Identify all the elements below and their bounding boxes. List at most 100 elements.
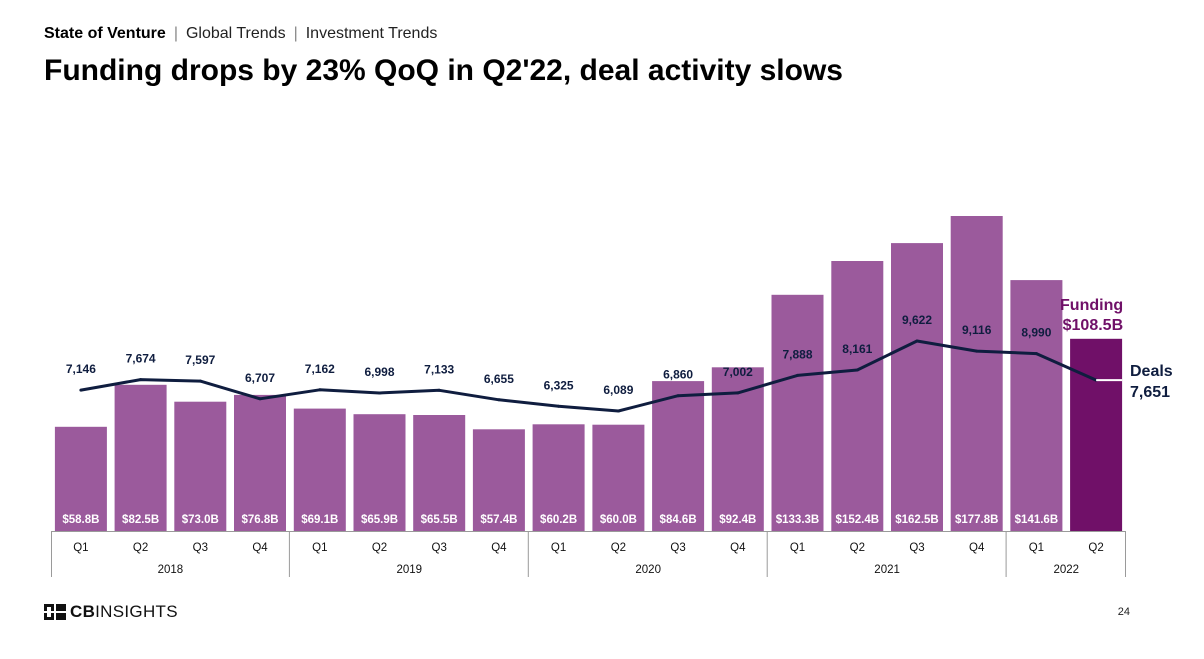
deals-point [796, 373, 799, 377]
funding-bar-label: $141.6B [1015, 514, 1058, 526]
funding-bar [174, 401, 227, 531]
funding-bar-label: $58.8B [62, 514, 99, 526]
breadcrumb-global-trends: Global Trends [185, 25, 286, 42]
funding-bar [592, 424, 645, 531]
x-tick-label-quarter: Q4 [252, 542, 268, 554]
x-tick-label-year: 2020 [635, 564, 661, 576]
logo-wordmark: CBINSIGHTS [70, 602, 178, 622]
deals-data-label: 7,002 [723, 365, 753, 379]
funding-bar [114, 384, 167, 531]
funding-callout-value: $108.5B [1063, 317, 1124, 334]
funding-bar [652, 381, 705, 531]
funding-bar [353, 414, 406, 531]
deals-point [258, 397, 262, 401]
deals-point [198, 379, 202, 383]
x-tick-label-quarter: Q2 [133, 542, 148, 554]
x-tick-label-quarter: Q2 [1088, 542, 1103, 554]
funding-bar [234, 394, 286, 531]
deals-point [79, 388, 83, 392]
logo-text-bold: CB [70, 602, 96, 621]
funding-bar-label: $60.2B [540, 514, 577, 526]
page-number: 24 [1117, 606, 1130, 618]
breadcrumb-separator: | [293, 25, 298, 42]
funding-bar [532, 424, 585, 531]
x-tick-label-quarter: Q4 [730, 542, 746, 554]
x-tick-label-quarter: Q2 [372, 542, 387, 554]
funding-bar-label: $177.8B [955, 514, 998, 526]
deals-point [855, 368, 859, 372]
x-tick-label-quarter: Q3 [909, 542, 924, 554]
x-tick-label-quarter: Q1 [551, 542, 566, 554]
x-tick-label-quarter: Q3 [670, 542, 685, 554]
deals-point [557, 404, 561, 408]
funding-bar-label: $76.8B [241, 514, 278, 526]
deals-point [676, 394, 680, 398]
funding-bar [950, 216, 1003, 531]
deals-data-label: 9,622 [902, 313, 932, 327]
x-tick-label-quarter: Q1 [312, 542, 327, 554]
deals-point [139, 378, 143, 382]
funding-bar [831, 261, 884, 531]
funding-bar [54, 426, 107, 531]
breadcrumb-state-of-venture: State of Venture [44, 25, 166, 42]
deals-data-label: 7,162 [305, 362, 335, 376]
funding-bar-label: $84.6B [660, 514, 697, 526]
funding-bar-label: $65.5B [421, 514, 458, 526]
deals-point [1034, 352, 1038, 356]
funding-bar-label: $162.5B [895, 514, 938, 526]
x-tick-label-quarter: Q1 [73, 542, 88, 554]
x-tick-label-year: 2019 [397, 564, 423, 576]
deals-data-label: 7,146 [66, 362, 96, 376]
x-tick-label-year: 2022 [1054, 564, 1080, 576]
deals-data-label: 8,990 [1021, 326, 1051, 340]
funding-bar [891, 243, 943, 531]
breadcrumb-separator: | [173, 25, 178, 42]
deals-data-label: 6,089 [603, 383, 633, 397]
funding-bar [413, 415, 466, 531]
funding-bar-label: $133.3B [776, 514, 819, 526]
funding-bar-label: $69.1B [301, 514, 338, 526]
funding-bar-label: $65.9B [361, 514, 398, 526]
deals-data-label: 6,655 [484, 372, 514, 386]
x-tick-label-quarter: Q2 [850, 542, 865, 554]
deals-point [915, 339, 919, 343]
deals-data-label: 6,325 [544, 378, 574, 392]
funding-bar [771, 294, 824, 531]
x-tick-label-year: 2018 [158, 564, 184, 576]
x-tick-label-quarter: Q4 [491, 542, 507, 554]
deals-point [975, 349, 979, 353]
page-title: Funding drops by 23% QoQ in Q2'22, deal … [44, 54, 843, 87]
deals-data-label: 6,707 [245, 371, 275, 385]
funding-bar-label: $82.5B [122, 514, 159, 526]
x-tick-label-quarter: Q3 [432, 542, 447, 554]
breadcrumb-investment-trends: Investment Trends [305, 25, 438, 42]
deals-point [437, 388, 441, 392]
deals-point [378, 391, 381, 395]
funding-bar-label: $57.4B [480, 514, 517, 526]
deals-point [616, 409, 620, 413]
x-tick-label-quarter: Q4 [969, 542, 985, 554]
funding-bar [472, 429, 525, 531]
deals-point [497, 398, 501, 402]
deals-data-label: 7,888 [782, 347, 812, 361]
funding-bar-label: $73.0B [182, 514, 219, 526]
deals-point [736, 391, 740, 395]
funding-bar [1010, 280, 1063, 531]
deals-data-label: 6,860 [663, 368, 693, 382]
x-tick-label-quarter: Q2 [611, 542, 626, 554]
funding-bar [1070, 338, 1123, 531]
funding-callout-name: Funding [1060, 297, 1123, 314]
x-tick-label-quarter: Q3 [193, 542, 208, 554]
deals-data-label: 7,597 [185, 353, 215, 367]
x-tick-label-quarter: Q1 [790, 542, 805, 554]
funding-bar-label: $152.4B [836, 514, 879, 526]
deals-point [318, 388, 322, 392]
funding-bar-label: $92.4B [719, 514, 756, 526]
deals-callout-value: 7,651 [1130, 384, 1170, 401]
deals-line [80, 339, 1097, 413]
deals-data-label: 7,674 [126, 352, 156, 366]
deals-data-label: 6,998 [364, 365, 394, 379]
cb-insights-logo-icon [44, 604, 66, 620]
logo-text-rest: INSIGHTS [95, 602, 178, 621]
